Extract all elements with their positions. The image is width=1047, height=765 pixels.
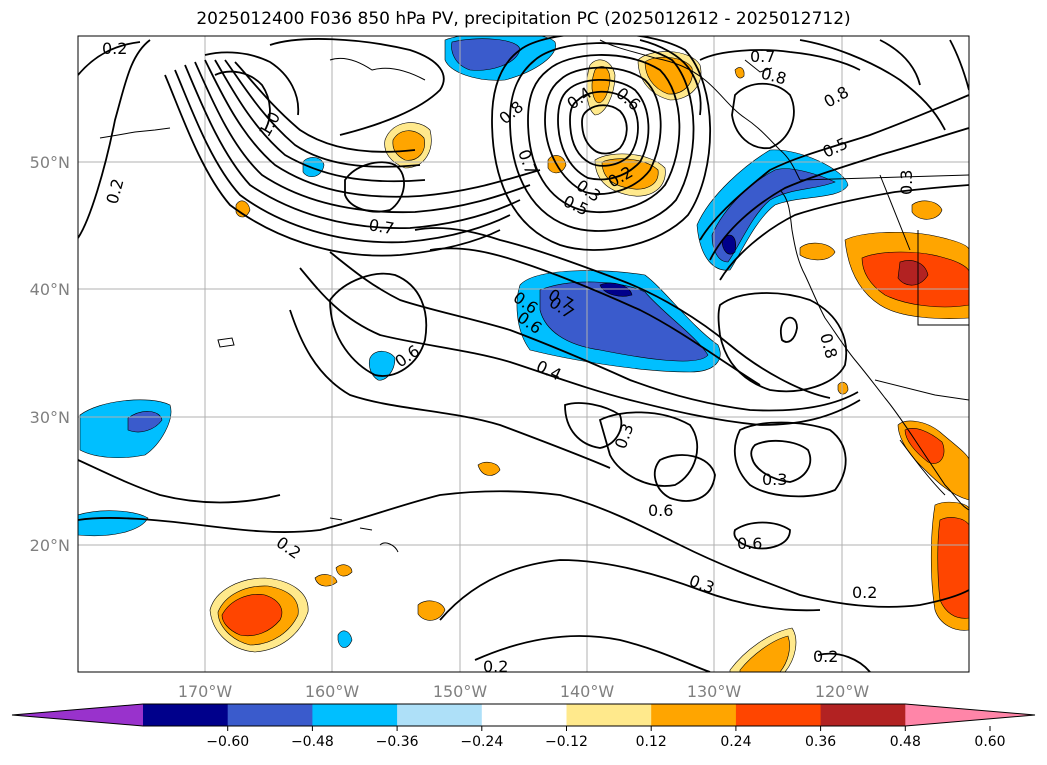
contour-label: 0.2 [102,39,127,58]
lon-tick-label: 170°W [178,682,233,701]
colorbar-tick-label: −0.60 [206,734,249,750]
colorbar-segment [820,704,906,726]
contour-label: 0.7 [750,47,775,66]
colorbar-tick-label: 0.60 [974,734,1005,750]
colorbar-tick-label: −0.36 [376,734,419,750]
lat-tick-label: 40°N [30,280,70,299]
contour-label: 0.3 [897,170,916,195]
colorbar-tick-label: −0.12 [545,734,588,750]
coastlines [99,39,969,553]
lon-tick-label: 120°W [815,682,870,701]
colorbar-extend-right [905,704,1035,726]
colorbar-segment [481,704,567,726]
plot-frame [77,35,970,673]
colorbar-tick-label: −0.24 [460,734,503,750]
lat-tick-label: 20°N [30,536,70,555]
colorbar-segment [227,704,313,726]
contour-label: 0.6 [648,501,673,520]
colorbar-segment [143,704,229,726]
contour-label: 0.2 [852,583,877,602]
colorbar-segment [735,704,822,726]
contour-label: 0.7 [367,215,395,238]
lon-tick-label: 130°W [687,682,742,701]
colorbar-tick-label: 0.36 [805,734,836,750]
colorbar-tick-label: 0.12 [636,734,667,750]
lat-tick-label: 30°N [30,408,70,427]
colorbar: −0.60 −0.48 −0.36 −0.24 −0.12 0.12 0.24 0.36 0.4… [11,703,1036,750]
graticule [78,36,969,672]
lon-tick-label: 140°W [560,682,615,701]
colorbar-segment [566,704,652,726]
lat-tick-label: 50°N [30,153,70,172]
colorbar-tick-label: −0.48 [291,734,334,750]
plot-area: 0.2 1.0 0.2 0.7 0.6 0.8 0.7 0.5 0.3 0.2 … [78,36,969,676]
contour-label: 0.2 [813,647,838,666]
colorbar-tick-label: 0.24 [720,734,751,750]
map-title: 2025012400 F036 850 hPa PV, precipitatio… [196,9,851,29]
colorbar-segment [651,704,737,726]
colorbar-tick-label: 0.48 [890,734,921,750]
colorbar-segment [397,704,483,726]
colorbar-extend-left [12,704,143,726]
lon-tick-label: 160°W [305,682,360,701]
lon-tick-label: 150°W [433,682,488,701]
contour-label: 0.2 [483,657,508,676]
pv-contours [78,36,969,672]
colorbar-outline [11,703,1036,727]
lat-tick-labels: 50°N 40°N 30°N 20°N [30,153,70,555]
contour-label: 0.3 [762,470,787,489]
contour-label: 0.6 [737,534,762,553]
lon-tick-labels: 170°W 160°W 150°W 140°W 130°W 120°W [178,682,870,701]
colorbar-segment [312,704,398,726]
